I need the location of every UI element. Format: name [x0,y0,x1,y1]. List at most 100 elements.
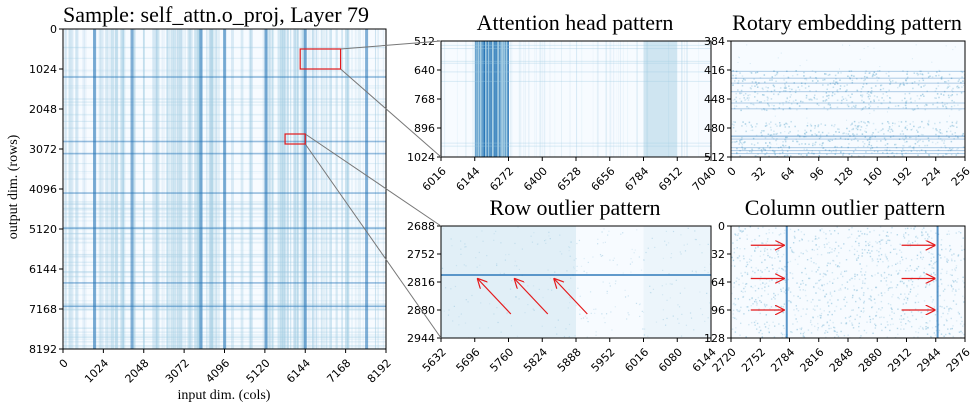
texture-dot [789,130,791,133]
texture-dot [874,274,876,276]
texture-column [534,41,536,157]
texture-dot [864,274,866,276]
texture-dot [787,132,790,134]
texture-dot [869,148,872,150]
texture-dot [862,141,864,143]
texture-dot [945,45,947,47]
texture-dot [922,234,924,236]
texture-dot [771,279,773,281]
texture-dot [888,79,891,81]
texture-dot [805,135,807,138]
y-tick-label: 7168 [29,303,57,316]
texture-dot [768,270,770,273]
texture-dot [767,104,770,106]
x-tick-label: 5824 [521,346,550,375]
texture-dot [763,130,765,132]
texture-dot [772,321,774,323]
texture-dot [871,289,873,291]
texture-dot [803,135,805,138]
texture-dot [764,290,766,292]
texture-dot [791,251,794,253]
texture-dot [865,70,867,72]
texture-dot [861,287,863,289]
texture-dot [885,240,888,243]
texture-dot [775,227,777,229]
texture-dot [664,240,666,242]
texture-dot [739,155,741,157]
texture-dot [878,251,880,253]
texture-dot [691,270,693,272]
texture-dot [905,257,907,260]
y-tick-label: 3072 [29,143,57,156]
texture-dot [958,313,961,315]
light-band [643,226,711,338]
texture-column [198,29,201,349]
texture-dot [788,85,790,87]
texture-dot [587,261,589,264]
texture-dot [909,98,912,100]
texture-dot [857,306,860,309]
texture-dot [818,279,820,282]
texture-dot [867,121,869,123]
texture-dot [828,102,830,104]
texture-column [346,29,349,349]
texture-dot [921,73,924,76]
texture-dot [880,89,882,91]
texture-dot [825,274,827,276]
texture-dot [779,91,781,93]
texture-dot [862,145,865,148]
texture-dot [766,90,769,92]
texture-dot [782,141,784,143]
texture-dot [740,306,742,309]
texture-dot [767,254,769,257]
texture-dot [939,132,942,134]
texture-dot [746,44,748,46]
column-outlier-image [731,226,965,338]
texture-dot [665,244,668,246]
x-tick-label: 2720 [710,346,739,375]
texture-dot [835,131,837,133]
texture-dot [925,231,927,233]
texture-dot [859,125,861,127]
texture-dot [877,131,880,133]
texture-dot [551,289,553,291]
x-tick-label: 6784 [622,165,651,194]
texture-dot [765,142,767,144]
texture-column [698,41,700,157]
texture-dot [798,255,800,258]
texture-dot [833,290,836,292]
texture-dot [840,247,842,249]
texture-dot [831,251,833,253]
texture-dot [738,228,740,230]
texture-dot [750,72,753,74]
texture-dot [578,239,581,242]
texture-dot [601,313,603,315]
texture-dot [814,124,816,127]
texture-dot [737,234,739,237]
texture-column [280,29,283,349]
texture-dot [811,270,813,272]
texture-dot [764,304,766,306]
texture-dot [739,149,741,152]
texture-dot [918,327,920,330]
texture-dot [887,239,889,241]
texture-dot [796,73,799,76]
x-tick-label: 5120 [244,357,273,386]
texture-dot [888,75,890,77]
texture-dot [758,326,761,328]
texture-dot [783,303,786,305]
texture-dot [935,97,937,99]
dark-column [264,29,268,349]
texture-dot [533,232,535,234]
texture-dot [946,320,948,322]
texture-dot [741,125,743,127]
texture-dot [952,300,955,302]
texture-dot [766,266,768,269]
dark-column [223,29,227,349]
texture-dot [880,292,883,294]
x-tick-label: 7168 [324,357,353,386]
texture-dot [793,230,796,233]
texture-dot [833,150,835,152]
texture-column [178,29,182,349]
texture-dot [953,101,955,103]
